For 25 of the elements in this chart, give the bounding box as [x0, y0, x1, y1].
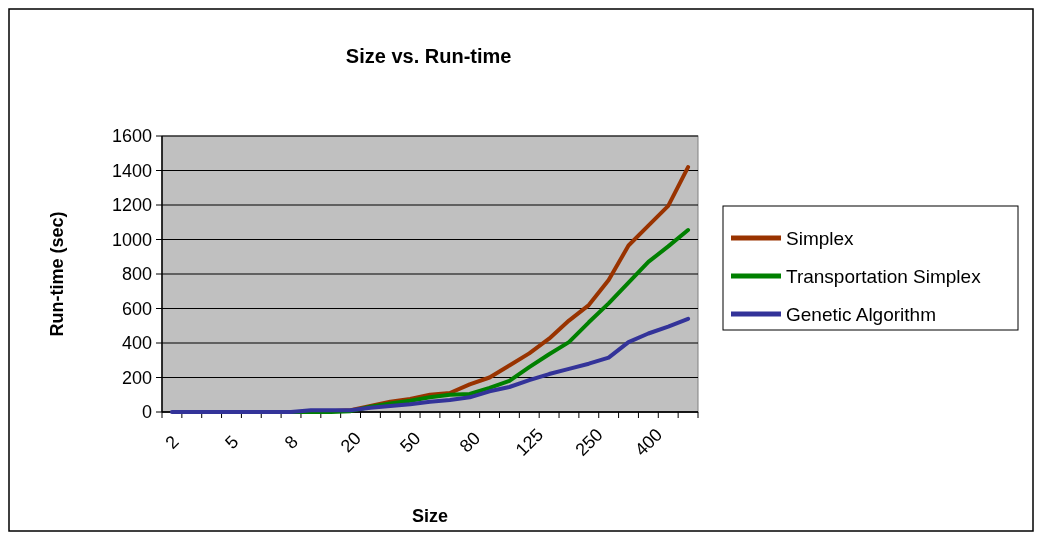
y-tick-label: 1400 [111, 160, 152, 181]
y-tick-label: 0 [141, 402, 152, 423]
y-tick-label: 1600 [111, 126, 152, 147]
legend-label: Genetic Algorithm [786, 303, 936, 325]
y-tick-label: 1200 [111, 195, 152, 216]
x-tick-label: 5 [221, 431, 243, 453]
legend-label: Simplex [786, 227, 855, 249]
x-tick-label: 80 [455, 428, 485, 457]
x-tick-label: 20 [336, 428, 365, 457]
y-axis-title: Run-time (sec) [47, 211, 67, 337]
x-tick-label: 250 [571, 424, 607, 460]
y-tick-label: 1000 [111, 229, 152, 250]
line-series [169, 316, 691, 414]
y-tick-label: 600 [121, 298, 152, 319]
y-tick-label: 200 [121, 367, 152, 388]
x-tick-label: 2 [161, 431, 183, 453]
x-tick-label: 125 [511, 424, 548, 460]
y-tick-label: 400 [121, 333, 152, 354]
chart-title: Size vs. Run-time [345, 45, 512, 67]
x-tick-label: 50 [396, 428, 425, 457]
x-tick-label: 8 [280, 431, 302, 453]
x-axis-title: Size [411, 506, 449, 526]
legend-label: Transportation Simplex [786, 265, 982, 287]
x-tick-label: 400 [630, 424, 667, 460]
y-tick-label: 800 [121, 264, 152, 285]
